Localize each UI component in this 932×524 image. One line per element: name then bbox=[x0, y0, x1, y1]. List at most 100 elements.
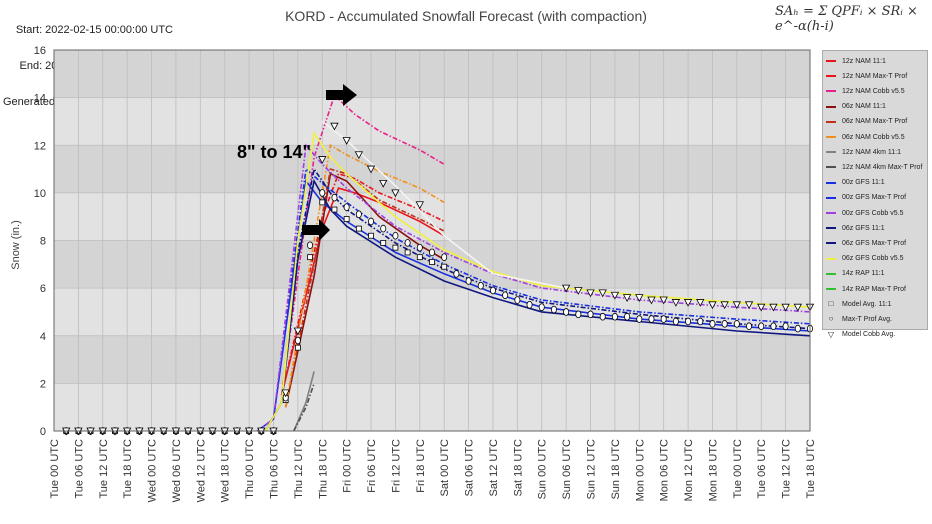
avg-marker-triangle bbox=[696, 299, 705, 307]
x-tick-label: Wed 18 UTC bbox=[220, 439, 232, 502]
legend-swatch bbox=[826, 90, 836, 93]
avg-marker-triangle bbox=[622, 294, 632, 302]
avg-marker-circle bbox=[709, 320, 716, 328]
avg-marker-triangle bbox=[647, 296, 656, 305]
avg-marker-triangle bbox=[354, 151, 364, 160]
y-tick-label: 0 bbox=[40, 426, 46, 438]
series-line bbox=[280, 93, 445, 396]
series-line bbox=[293, 371, 315, 432]
avg-marker-triangle bbox=[793, 303, 802, 312]
avg-marker-circle bbox=[477, 281, 484, 290]
avg-marker-circle bbox=[392, 231, 399, 240]
legend-label: 12z NAM 11:1 bbox=[842, 57, 886, 65]
legend-swatch bbox=[826, 75, 836, 78]
avg-marker-circle bbox=[672, 317, 679, 326]
avg-marker-triangle bbox=[293, 327, 303, 336]
legend-entry: ○ Max-T Prof Avg. bbox=[826, 313, 892, 325]
avg-marker-triangle bbox=[708, 301, 717, 310]
avg-marker-triangle bbox=[379, 179, 388, 188]
legend-swatch bbox=[826, 60, 836, 62]
avg-marker-triangle bbox=[598, 289, 607, 298]
avg-marker-triangle bbox=[683, 299, 693, 307]
series-line bbox=[293, 383, 315, 432]
legend-entry: 12z NAM Max-T Prof bbox=[826, 70, 907, 82]
avg-marker-circle bbox=[502, 291, 509, 300]
avg-marker-circle bbox=[697, 317, 704, 326]
axes: 0 2 4 6 8 10 12 14 16 Tue 00 UTC Tue 06 UTC Tue 12 … bbox=[34, 45, 817, 502]
legend-entry: ▽ Model Cobb Avg. bbox=[826, 329, 895, 341]
x-tick-label: Sun 18 UTC bbox=[610, 439, 622, 500]
x-tick-label: Tue 06 UTC bbox=[756, 439, 768, 499]
avg-marker-triangle bbox=[586, 289, 595, 298]
annotation-arrows bbox=[302, 84, 357, 241]
legend-label: 12z NAM Cobb v5.5 bbox=[842, 87, 905, 95]
legend-swatch bbox=[826, 257, 836, 260]
avg-marker-circle bbox=[331, 193, 338, 202]
arrow-right-icon bbox=[302, 219, 330, 241]
avg-marker-square bbox=[404, 249, 411, 256]
avg-marker-circle bbox=[599, 312, 606, 321]
x-tick-label: Tue 06 UTC bbox=[73, 439, 85, 499]
x-tick-label: Tue 12 UTC bbox=[98, 439, 110, 499]
avg-marker-circle bbox=[489, 286, 496, 295]
avg-marker-circle bbox=[307, 241, 314, 250]
legend-swatch bbox=[826, 242, 836, 245]
start-time: Start: 2022-02-15 00:00:00 UTC bbox=[15, 24, 173, 36]
avg-marker-square bbox=[416, 254, 423, 261]
avg-marker-circle bbox=[550, 305, 557, 314]
avg-marker-square bbox=[343, 216, 350, 222]
avg-marker-triangle bbox=[769, 303, 778, 312]
x-tick-label: Mon 06 UTC bbox=[659, 439, 671, 501]
plot-band bbox=[54, 50, 810, 98]
plot-frame bbox=[53, 49, 811, 432]
legend-label: 06z NAM Max-T Prof bbox=[842, 118, 908, 126]
y-tick-label: 2 bbox=[40, 378, 46, 390]
legend-swatch bbox=[826, 212, 836, 214]
avg-marker-circle bbox=[758, 322, 765, 331]
legend-marker-icon: ○ bbox=[828, 314, 834, 324]
legend-label: 06z GFS Max-T Prof bbox=[842, 239, 907, 247]
x-tick-label: Fri 12 UTC bbox=[390, 439, 402, 493]
avg-marker-circle bbox=[355, 210, 362, 219]
y-axis-label: Snow (in.) bbox=[10, 220, 22, 270]
avg-marker-circle bbox=[428, 248, 435, 257]
x-tick-label: Thu 00 UTC bbox=[244, 439, 256, 499]
avg-marker-circle bbox=[746, 322, 753, 331]
x-tick-label: Thu 06 UTC bbox=[268, 439, 280, 499]
avg-marker-triangle bbox=[744, 301, 754, 310]
legend-marker-icon: □ bbox=[828, 299, 834, 309]
avg-marker-triangle bbox=[671, 299, 681, 307]
avg-marker-triangle bbox=[281, 389, 290, 398]
legend-label: 00z GFS 11:1 bbox=[842, 179, 885, 187]
legend-label: 00z GFS Max-T Prof bbox=[842, 194, 907, 202]
avg-marker-triangle bbox=[720, 301, 729, 310]
avg-marker-circle bbox=[575, 310, 582, 319]
avg-marker-circle bbox=[526, 300, 533, 309]
x-tick-label: Fri 18 UTC bbox=[415, 439, 427, 493]
avg-marker-circle bbox=[733, 320, 740, 328]
y-tick-label: 4 bbox=[40, 331, 46, 343]
x-tick-label: Tue 18 UTC bbox=[122, 439, 134, 499]
avg-marker-triangle bbox=[574, 287, 583, 295]
legend-label: Model Avg. 11:1 bbox=[842, 300, 892, 308]
avg-marker-circle bbox=[343, 203, 350, 211]
avg-marker-square bbox=[294, 344, 301, 351]
avg-marker-triangle bbox=[659, 296, 668, 305]
legend-swatch bbox=[826, 288, 836, 290]
x-tick-label: Wed 00 UTC bbox=[147, 439, 159, 502]
avg-marker-square bbox=[429, 259, 435, 265]
legend-label: 06z NAM Cobb v5.5 bbox=[842, 133, 905, 141]
avg-marker-triangle bbox=[318, 156, 327, 164]
x-tick-label: Tue 00 UTC bbox=[49, 439, 61, 499]
series-line bbox=[264, 167, 811, 432]
legend-entry: 12z NAM Cobb v5.5 bbox=[826, 85, 905, 97]
y-tick-label: 16 bbox=[34, 45, 46, 57]
legend-entry: 00z GFS Max-T Prof bbox=[826, 192, 906, 204]
avg-marker-circle bbox=[660, 315, 667, 323]
avg-marker-square bbox=[355, 225, 362, 232]
avg-marker-circle bbox=[514, 296, 521, 304]
legend-entry: 06z GFS Max-T Prof bbox=[826, 237, 906, 249]
snow-range-annotation: 8" to 14" bbox=[237, 142, 312, 162]
legend-entry: 06z GFS Cobb v5.5 bbox=[826, 253, 903, 265]
